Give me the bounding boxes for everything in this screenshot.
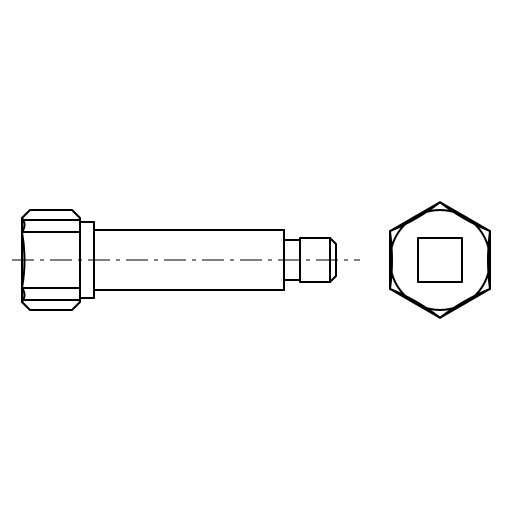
- tip-end-outline: [418, 238, 462, 282]
- hexagon-outline: [390, 202, 490, 317]
- bolt-technical-drawing: [0, 0, 520, 520]
- inscribed-circle: [390, 210, 490, 310]
